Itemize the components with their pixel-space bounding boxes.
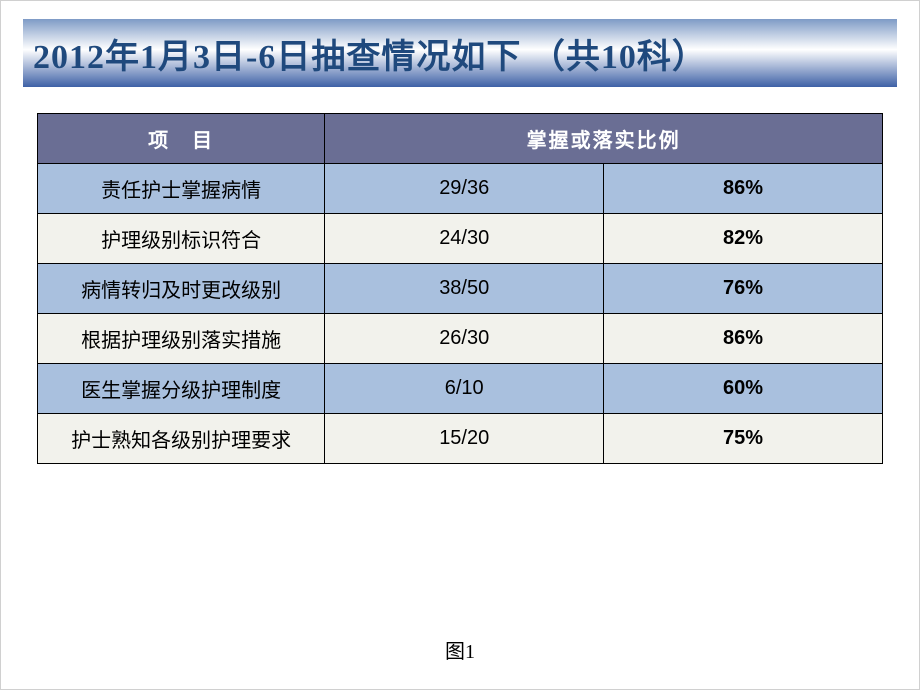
slide-title: 2012年1月3日-6日抽查情况如下 （共10科） (33, 29, 707, 78)
table-row: 护理级别标识符合 24/30 82% (38, 214, 883, 264)
cell-pct: 76% (604, 264, 883, 314)
cell-ratio: 24/30 (325, 214, 604, 264)
table-row: 医生掌握分级护理制度 6/10 60% (38, 364, 883, 414)
cell-ratio: 6/10 (325, 364, 604, 414)
table-row: 根据护理级别落实措施 26/30 86% (38, 314, 883, 364)
cell-pct: 86% (604, 314, 883, 364)
cell-item: 根据护理级别落实措施 (38, 314, 325, 364)
title-banner: 2012年1月3日-6日抽查情况如下 （共10科） (23, 19, 897, 87)
figure-caption: 图1 (0, 635, 920, 664)
table-row: 护士熟知各级别护理要求 15/20 75% (38, 414, 883, 464)
inspection-table: 项 目 掌握或落实比例 责任护士掌握病情 29/36 86% 护理级别标识符合 … (37, 113, 883, 464)
cell-ratio: 29/36 (325, 164, 604, 214)
cell-item: 护理级别标识符合 (38, 214, 325, 264)
table-row: 病情转归及时更改级别 38/50 76% (38, 264, 883, 314)
table-body: 责任护士掌握病情 29/36 86% 护理级别标识符合 24/30 82% 病情… (38, 164, 883, 464)
cell-ratio: 38/50 (325, 264, 604, 314)
cell-item: 病情转归及时更改级别 (38, 264, 325, 314)
cell-item: 责任护士掌握病情 (38, 164, 325, 214)
cell-pct: 82% (604, 214, 883, 264)
cell-item: 护士熟知各级别护理要求 (38, 414, 325, 464)
cell-pct: 75% (604, 414, 883, 464)
cell-item: 医生掌握分级护理制度 (38, 364, 325, 414)
slide: 2012年1月3日-6日抽查情况如下 （共10科） 项 目 掌握或落实比例 责任… (0, 0, 920, 690)
col-header-item: 项 目 (38, 114, 325, 164)
cell-ratio: 15/20 (325, 414, 604, 464)
cell-pct: 60% (604, 364, 883, 414)
table-header-row: 项 目 掌握或落实比例 (38, 114, 883, 164)
cell-ratio: 26/30 (325, 314, 604, 364)
table-row: 责任护士掌握病情 29/36 86% (38, 164, 883, 214)
table-head: 项 目 掌握或落实比例 (38, 114, 883, 164)
cell-pct: 86% (604, 164, 883, 214)
col-header-ratio: 掌握或落实比例 (325, 114, 883, 164)
